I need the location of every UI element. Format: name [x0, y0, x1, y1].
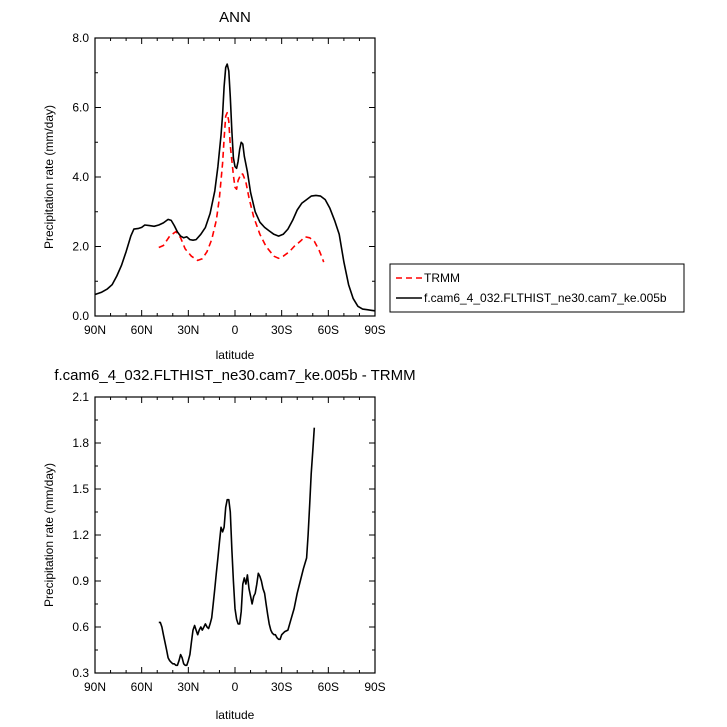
y-tick-label: 8.0 — [72, 31, 89, 45]
x-tick-label: 60N — [131, 323, 153, 337]
x-tick-label: 60N — [131, 680, 153, 694]
chart-title-top: ANN — [219, 9, 251, 26]
series-group-top — [94, 63, 376, 312]
legend: TRMM f.cam6_4_032.FLTHIST_ne30.cam7_ke.0… — [389, 263, 685, 313]
x-tick-label: 30N — [177, 680, 199, 694]
y-tick-label: 0.6 — [72, 620, 89, 634]
x-tick-label: 60S — [318, 323, 339, 337]
y-tick-label: 6.0 — [72, 101, 89, 115]
legend-label-trmm: TRMM — [424, 271, 460, 285]
y-tick-label: 1.2 — [72, 528, 89, 542]
y-tick-label: 4.0 — [72, 170, 89, 184]
y-tick-label: 1.5 — [72, 482, 89, 496]
x-tick-label: 0 — [232, 680, 239, 694]
x-tick-label: 90S — [364, 323, 385, 337]
x-axis-label-top: latitude — [216, 348, 255, 362]
series-group-bottom — [158, 427, 316, 667]
series-line-model — [94, 63, 376, 312]
plot-frame-bottom — [94, 396, 376, 674]
y-tick-label: 0.9 — [72, 574, 89, 588]
plot-frame-top — [94, 37, 376, 317]
chart-title-bottom: f.cam6_4_032.FLTHIST_ne30.cam7_ke.005b -… — [54, 367, 415, 384]
x-tick-label: 30S — [271, 680, 292, 694]
panel-annual-mean: ANN latitude Precipitation rate (mm/day)… — [42, 9, 386, 362]
y-tick-label: 0.3 — [72, 666, 89, 680]
y-tick-label: 2.0 — [72, 240, 89, 254]
x-tick-label: 60S — [318, 680, 339, 694]
axis-ticks-bottom: 90N 60N 30N 0 30S 60S 90S 0.3 0.6 0.9 1.2 1.5 1.8 2.1 — [72, 390, 385, 694]
y-tick-label: 2.1 — [72, 390, 89, 404]
y-axis-label-bottom: Precipitation rate (mm/day) — [42, 463, 56, 607]
y-tick-label: 1.8 — [72, 436, 89, 450]
series-line-difference — [158, 427, 316, 667]
y-tick-label: 0.0 — [72, 309, 89, 323]
x-tick-label: 90N — [84, 680, 106, 694]
y-axis-label-top: Precipitation rate (mm/day) — [42, 105, 56, 249]
x-tick-label: 90N — [84, 323, 106, 337]
x-tick-label: 30N — [177, 323, 199, 337]
series-line-trmm — [158, 111, 325, 263]
legend-box — [389, 263, 685, 313]
x-tick-label: 90S — [364, 680, 385, 694]
legend-label-model: f.cam6_4_032.FLTHIST_ne30.cam7_ke.005b — [424, 291, 667, 305]
x-tick-label: 0 — [232, 323, 239, 337]
panel-difference: f.cam6_4_032.FLTHIST_ne30.cam7_ke.005b -… — [42, 367, 416, 722]
axis-ticks-top: 90N 60N 30N 0 30S 60S 90S 0.0 2.0 4.0 6.0 8.0 — [72, 31, 385, 337]
x-axis-label-bottom: latitude — [216, 708, 255, 722]
x-tick-label: 30S — [271, 323, 292, 337]
